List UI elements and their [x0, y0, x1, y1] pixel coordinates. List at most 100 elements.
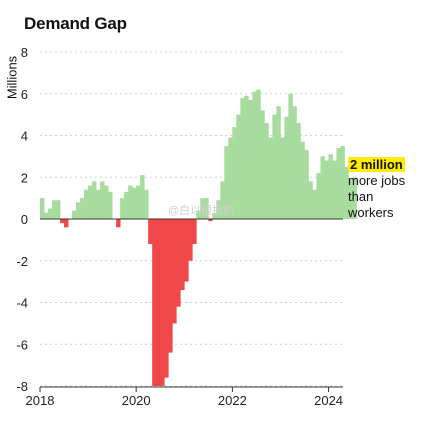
bar [308, 181, 313, 219]
annotation-line-2: than [348, 189, 374, 204]
bar [40, 198, 45, 220]
bar [228, 137, 233, 219]
bar [100, 181, 105, 219]
bar [156, 219, 161, 386]
bar [184, 219, 189, 282]
y-tick-label: -4 [16, 296, 28, 311]
annotation-highlight: 2 million [348, 157, 405, 172]
bar [232, 127, 237, 219]
bar [300, 141, 305, 219]
bar [172, 219, 177, 324]
bar [264, 122, 269, 219]
annotation: 2 million more jobs than workers [348, 157, 405, 221]
bar [224, 145, 229, 219]
annotation-line-3: workers [348, 205, 394, 220]
bar [204, 198, 209, 220]
bar [340, 145, 345, 219]
bar [160, 219, 165, 386]
bar [80, 198, 85, 220]
bar [320, 156, 325, 220]
bar [216, 200, 221, 219]
bar [296, 122, 301, 219]
bar [88, 185, 93, 219]
axes [39, 218, 343, 392]
bar [344, 166, 349, 219]
bar [180, 219, 185, 290]
bar [236, 114, 241, 220]
bar [332, 160, 337, 219]
bar [220, 181, 225, 219]
y-tick-label: -8 [16, 379, 28, 394]
bar [176, 219, 181, 307]
bar [92, 181, 97, 219]
y-tick-label: 0 [21, 212, 28, 227]
bar [164, 219, 169, 378]
bar [56, 200, 61, 219]
bar [84, 189, 89, 219]
y-tick-labels: -8 -6 -4 -2 0 2 4 6 8 [16, 45, 28, 394]
chart-title: Demand Gap [24, 14, 127, 33]
bar [48, 208, 53, 219]
bar [276, 106, 281, 219]
bar [148, 219, 153, 245]
bar [244, 95, 249, 219]
bar [324, 160, 329, 219]
bar [336, 148, 341, 219]
watermark: @白以银找抓 [168, 205, 235, 217]
bar [76, 202, 81, 219]
x-tick-label: 2018 [26, 393, 55, 408]
bar [312, 189, 317, 219]
bar [240, 97, 245, 219]
y-tick-label: 8 [21, 45, 28, 60]
x-tick-labels: 2018 2020 2022 2024 [26, 393, 343, 408]
bar [212, 212, 217, 219]
bar [256, 89, 261, 219]
bar [168, 219, 173, 353]
bar [72, 210, 77, 219]
bar [192, 219, 197, 245]
x-tick-label: 2020 [122, 393, 151, 408]
bar [144, 189, 149, 219]
bar [152, 219, 157, 386]
x-tick-label: 2022 [218, 393, 247, 408]
bar [116, 219, 121, 228]
bar [316, 173, 321, 219]
bar [128, 185, 133, 219]
bar [352, 177, 357, 219]
bar [124, 191, 129, 219]
bar [248, 100, 253, 219]
bar [104, 185, 109, 219]
bar [136, 185, 141, 219]
bar [268, 137, 273, 219]
y-tick-label: 2 [21, 170, 28, 185]
bars [40, 89, 357, 386]
x-tick-label: 2024 [314, 393, 343, 408]
bar [44, 212, 49, 219]
bar [292, 106, 297, 219]
bar [196, 210, 201, 219]
bar [200, 198, 205, 220]
bar [60, 219, 65, 224]
bar [272, 114, 277, 220]
bar [64, 219, 69, 228]
bar [328, 154, 333, 219]
y-tick-label: 6 [21, 87, 28, 102]
bar [208, 219, 213, 222]
annotation-line-1: more jobs [348, 173, 406, 188]
bar [304, 150, 309, 219]
y-tick-label: -6 [16, 337, 28, 352]
bar [252, 91, 257, 219]
bar [108, 191, 113, 219]
bar [188, 219, 193, 261]
bar [284, 116, 289, 219]
bar [260, 110, 265, 219]
bar [52, 200, 57, 219]
y-tick-label: -2 [16, 254, 28, 269]
bar [132, 187, 137, 219]
bar [288, 93, 293, 219]
bar [96, 189, 101, 219]
bar [140, 175, 145, 219]
y-tick-label: 4 [21, 129, 28, 144]
bar [280, 137, 285, 219]
